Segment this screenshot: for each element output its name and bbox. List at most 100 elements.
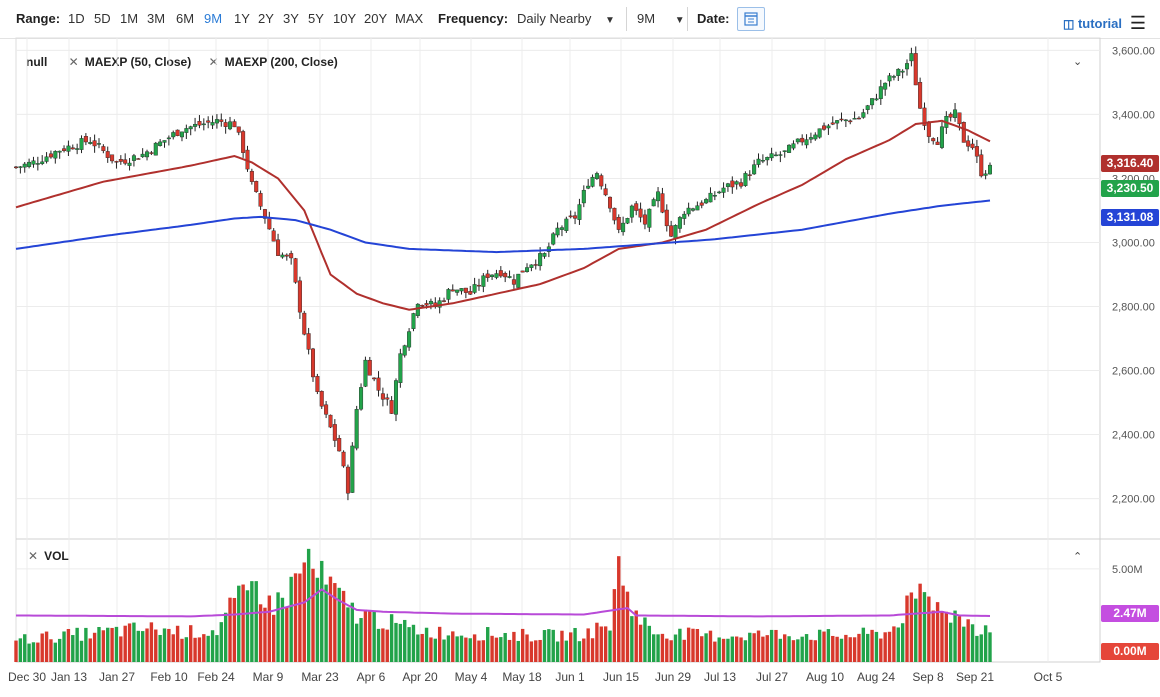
range-3m[interactable]: 3M	[147, 11, 166, 26]
candle-body	[817, 128, 822, 138]
volume-bar	[665, 638, 669, 662]
candle-body	[865, 105, 870, 110]
candle-body	[389, 400, 394, 414]
collapse-volume-icon[interactable]: ⌃	[1073, 551, 1083, 563]
volume-bar	[254, 581, 258, 662]
volume-bar	[983, 625, 988, 662]
volume-bar	[957, 616, 962, 662]
chevron-down-icon: ▼	[605, 15, 615, 26]
candle-body	[918, 82, 923, 109]
volume-bar	[647, 625, 652, 662]
period-select[interactable]: 9M ▼	[637, 11, 685, 26]
range-max[interactable]: MAX	[395, 11, 424, 26]
price-legend: null ✕ MAEXP (50, Close) ✕ MAEXP (200, Clo…	[26, 55, 338, 69]
volume-bar	[866, 633, 870, 662]
candle-body	[332, 424, 337, 441]
candle-body	[647, 208, 652, 228]
close-icon[interactable]: ✕	[208, 55, 219, 69]
frequency-value: Daily Nearby	[517, 11, 592, 26]
range-10y[interactable]: 10Y	[333, 11, 357, 26]
candle-body	[385, 397, 390, 400]
candle-body	[315, 376, 320, 392]
candle-body	[197, 121, 202, 126]
candle-body	[756, 158, 761, 165]
candle-body	[171, 132, 176, 138]
range-6m[interactable]: 6M	[176, 11, 195, 26]
candle-body	[254, 181, 259, 192]
x-tick-label: Jun 1	[555, 670, 585, 684]
candle-body	[813, 134, 818, 140]
volume-bar	[935, 602, 940, 662]
collapse-price-icon[interactable]: ⌄	[1073, 56, 1083, 68]
candle-body	[603, 188, 608, 196]
close-icon[interactable]: ✕	[28, 549, 39, 563]
volume-average-line	[16, 588, 991, 618]
calendar-button[interactable]	[737, 7, 765, 31]
candle-body	[428, 300, 433, 305]
volume-bar	[341, 590, 346, 662]
candle-body	[725, 183, 730, 187]
moving-averages	[15, 119, 991, 311]
volume-bar	[595, 622, 599, 662]
volume-bar	[927, 596, 931, 662]
range-9m[interactable]: 9M	[204, 11, 223, 26]
menu-icon[interactable]: ☰	[1129, 13, 1146, 33]
volume-bar	[267, 595, 272, 662]
volume-bar	[783, 634, 787, 662]
tutorial-link[interactable]: ◫ tutorial	[1063, 16, 1122, 31]
candle-body	[581, 189, 586, 204]
volume-bar	[730, 636, 735, 662]
volume-bar	[534, 640, 538, 662]
chevron-down-icon: ▼	[674, 15, 685, 26]
volume-bar	[564, 640, 569, 662]
candle-body	[625, 218, 630, 224]
volume-bar	[922, 592, 927, 662]
volume-bar	[433, 638, 438, 662]
candle-body	[804, 139, 809, 146]
volume-title: VOL	[44, 549, 69, 563]
candle-body	[839, 118, 844, 121]
x-tick-label: Sep 21	[956, 670, 994, 684]
range-2y[interactable]: 2Y	[258, 11, 274, 26]
range-5y[interactable]: 5Y	[308, 11, 324, 26]
candle-body	[96, 143, 101, 145]
volume-bar	[285, 607, 289, 662]
candle-body	[114, 161, 119, 163]
volume-bar	[831, 635, 835, 662]
candle-body	[948, 113, 953, 118]
volume-bar	[940, 611, 944, 662]
candle-body	[140, 153, 145, 158]
range-1m[interactable]: 1M	[120, 11, 139, 26]
volume-bar	[215, 635, 219, 662]
range-1y[interactable]: 1Y	[234, 11, 250, 26]
candle-body	[682, 213, 687, 219]
volume-bar	[328, 576, 333, 662]
candle-body	[276, 239, 281, 256]
candle-body	[232, 121, 237, 128]
range-1d[interactable]: 1D	[68, 11, 85, 26]
candle-body	[891, 76, 896, 78]
range-3y[interactable]: 3Y	[283, 11, 299, 26]
volume-bar	[280, 597, 285, 662]
candle-body	[747, 174, 752, 176]
range-5d[interactable]: 5D	[94, 11, 111, 26]
candle-body	[468, 291, 473, 295]
volume-bar	[468, 638, 472, 662]
volume-bar	[324, 584, 328, 662]
candle-body	[988, 164, 993, 175]
y-tick-label: 3,000.00	[1112, 237, 1155, 249]
volume-bar	[228, 597, 232, 662]
volume-bar	[372, 610, 376, 662]
candle-body	[476, 284, 481, 287]
calendar-icon	[744, 12, 758, 26]
close-icon[interactable]: ✕	[68, 55, 79, 69]
candle-body	[808, 137, 813, 140]
volume-bar	[948, 622, 953, 662]
candle-body	[730, 180, 735, 188]
x-tick-label: Jun 29	[655, 670, 691, 684]
candle-body	[616, 217, 621, 230]
volume-bar	[756, 630, 761, 662]
frequency-select[interactable]: Daily Nearby ▼	[517, 11, 615, 26]
range-20y[interactable]: 20Y	[364, 11, 388, 26]
